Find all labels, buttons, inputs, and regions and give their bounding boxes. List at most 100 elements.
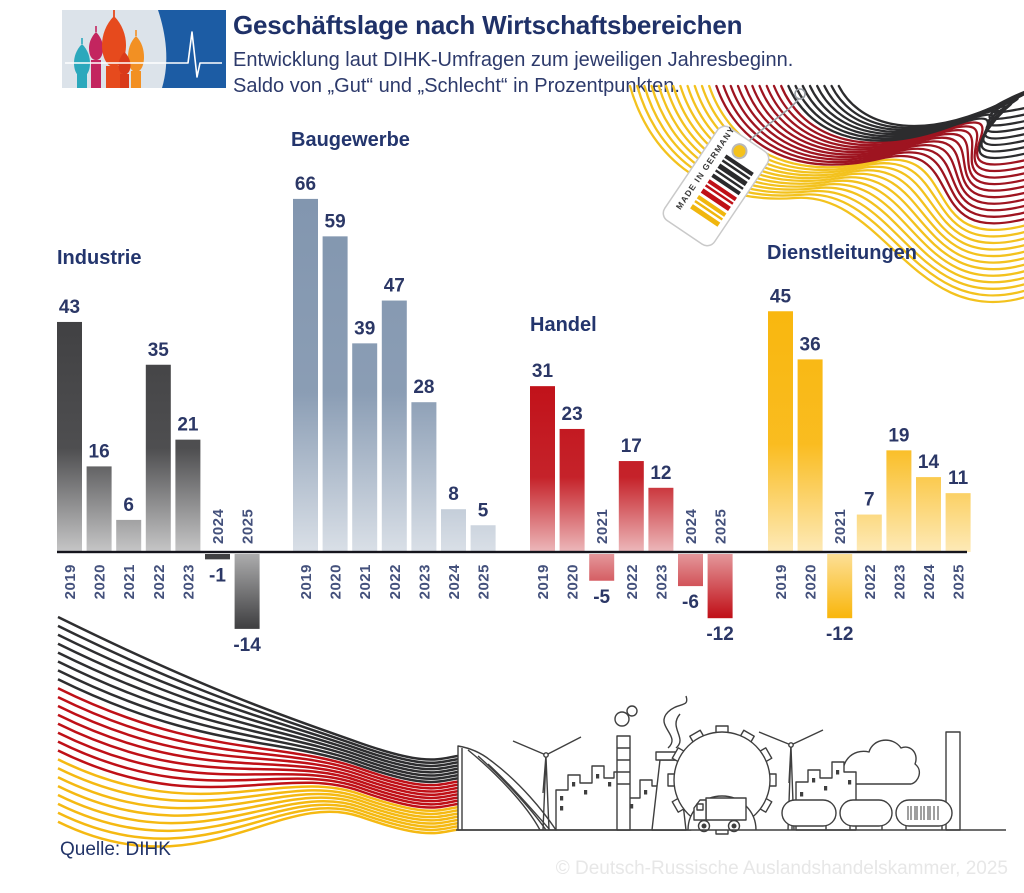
- wave-line: [628, 84, 1024, 303]
- bar: [707, 554, 733, 619]
- ribbon-line: [57, 758, 471, 812]
- value-label: 39: [354, 318, 375, 339]
- bar: [945, 493, 971, 552]
- ribbon-line: [57, 731, 471, 803]
- year-label: 2020: [92, 564, 109, 599]
- wave-line: [636, 84, 1024, 297]
- year-label: 2019: [535, 564, 552, 599]
- ribbon-line: [57, 660, 471, 777]
- value-label: 43: [59, 297, 80, 318]
- bar: [86, 466, 112, 552]
- bar: [352, 343, 378, 552]
- copyright-note: © Deutsch-Russische Auslandshandelskamme…: [555, 858, 1008, 879]
- year-label: 2021: [832, 509, 849, 544]
- year-label: 2023: [891, 564, 908, 599]
- year-label: 2022: [151, 564, 168, 599]
- value-label: 23: [562, 404, 583, 425]
- value-label: 31: [532, 361, 554, 382]
- year-label: 2023: [653, 564, 670, 599]
- bar: [559, 428, 585, 552]
- wave-line: [765, 84, 1024, 179]
- bar: [411, 402, 437, 552]
- x-axis-baseline: [57, 550, 967, 554]
- value-label: 7: [864, 490, 875, 511]
- value-label: 19: [888, 425, 909, 446]
- year-label: 2024: [210, 508, 227, 544]
- bar: [293, 198, 318, 552]
- wave-line: [736, 84, 1024, 205]
- value-label: 47: [384, 276, 405, 297]
- year-label: 2025: [476, 564, 493, 599]
- year-label: 2019: [773, 564, 790, 599]
- value-label: 28: [413, 377, 434, 398]
- ribbon-line: [57, 749, 471, 809]
- ribbon-line: [57, 802, 471, 833]
- storage-tanks-icon: [781, 799, 953, 830]
- year-label: 2020: [803, 564, 820, 599]
- year-label: 2020: [328, 564, 345, 599]
- year-label: 2022: [387, 564, 404, 599]
- tag-eyelet-icon: [731, 143, 748, 160]
- wave-line: [744, 84, 1024, 199]
- bar-group-handel: 31 2019 23 2020 -5 2021 17 2022 12 2023 -6 2024 -12 2…: [530, 361, 734, 645]
- ribbon-line: [57, 704, 471, 793]
- ribbon-line: [57, 767, 471, 816]
- bar: [589, 554, 615, 581]
- source-note: Quelle: DIHK: [60, 839, 171, 860]
- wave-line: [751, 84, 1024, 192]
- bar: [175, 439, 201, 552]
- year-label: 2020: [565, 564, 582, 599]
- value-label: -5: [593, 587, 610, 608]
- ribbon-line: [57, 713, 471, 796]
- wave-line: [664, 84, 1024, 271]
- value-label: 16: [89, 441, 110, 462]
- year-label: 2021: [594, 509, 611, 544]
- cloud-icon: [842, 739, 921, 785]
- ribbon-line: [57, 784, 471, 822]
- flag-wave-lines: [628, 84, 1024, 303]
- wave-line: [780, 84, 1024, 166]
- bar-group-dienstleitungen: 45 2019 36 2020 -12 2021 7 2022 19 2023 14 2024 11 20…: [768, 286, 971, 645]
- bar: [116, 519, 142, 552]
- value-label: 8: [448, 484, 459, 505]
- page-title: Geschäftslage nach Wirtschaftsbereichen: [233, 10, 743, 40]
- bar: [470, 525, 496, 552]
- year-label: 2024: [446, 564, 463, 600]
- wave-line: [657, 84, 1024, 277]
- wind-turbine-icon: [512, 736, 582, 831]
- section-label-industrie: Industrie: [57, 247, 142, 269]
- year-label: 2024: [683, 508, 700, 544]
- year-label: 2021: [121, 564, 138, 599]
- bar: [322, 236, 348, 552]
- year-label: 2024: [921, 564, 938, 600]
- wave-line: [650, 84, 1024, 284]
- bar: [441, 509, 466, 552]
- wave-line: [758, 84, 1024, 186]
- value-label: 12: [650, 463, 671, 484]
- value-label: 59: [325, 211, 346, 232]
- value-label: 36: [800, 334, 821, 355]
- ribbon-line: [57, 740, 471, 806]
- value-label: -12: [826, 624, 853, 645]
- year-label: 2023: [180, 564, 197, 599]
- wave-line: [715, 84, 1024, 225]
- value-label: -6: [682, 592, 699, 613]
- ribbon-line: [57, 776, 471, 819]
- ribbon-line: [57, 669, 471, 780]
- year-label: 2025: [240, 509, 257, 544]
- wave-line: [837, 84, 1024, 128]
- bar: [618, 461, 644, 552]
- ribbon-line: [57, 678, 471, 784]
- year-label: 2022: [862, 564, 879, 599]
- logo-pulse-line-icon: [65, 31, 222, 78]
- bar: [57, 321, 82, 552]
- year-label: 2023: [416, 564, 433, 599]
- year-label: 2019: [298, 564, 315, 599]
- value-label: 11: [948, 468, 969, 489]
- bar: [916, 477, 941, 552]
- value-label: 14: [918, 452, 940, 473]
- ribbon-line: [57, 687, 471, 787]
- bar: [530, 386, 555, 552]
- page-subtitle: Entwicklung laut DIHK-Umfragen zum jewei…: [233, 47, 793, 99]
